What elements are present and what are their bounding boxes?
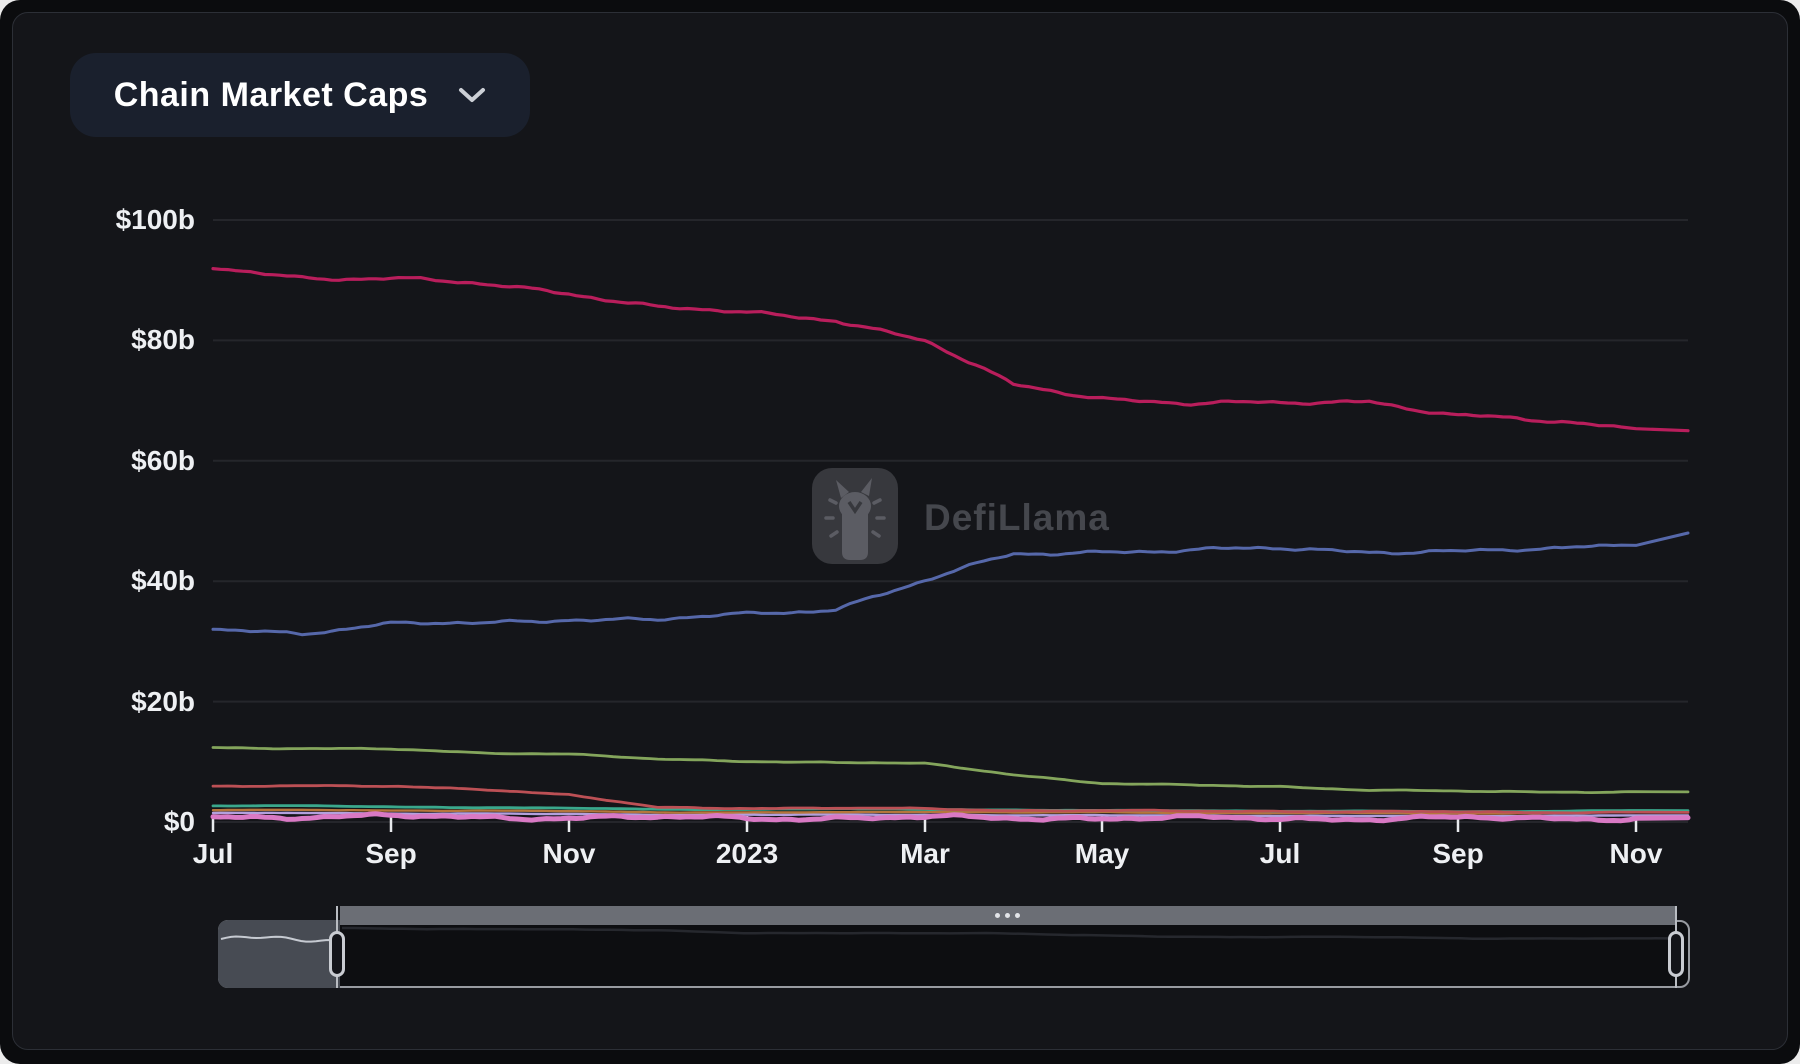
- x-axis-label: Jul: [1259, 838, 1301, 869]
- y-axis-label: $60b: [131, 444, 195, 476]
- x-axis-label: Nov: [542, 838, 596, 869]
- watermark-text: DefiLlama: [924, 497, 1110, 538]
- y-axis-label: $100b: [115, 204, 195, 235]
- chart-type-dropdown-label: Chain Market Caps: [113, 75, 429, 114]
- range-selector-unselected[interactable]: [218, 920, 340, 988]
- x-axis-label: Mar: [900, 838, 950, 869]
- y-axis-label: $20b: [131, 685, 195, 717]
- chevron-down-icon: [459, 88, 486, 102]
- range-left-handle[interactable]: [329, 931, 345, 977]
- chart-plot-area[interactable]: [213, 190, 1688, 822]
- chart-card: [12, 12, 1788, 1050]
- x-axis-label: May: [1074, 838, 1130, 869]
- ellipsis-grip-icon: [995, 913, 1020, 918]
- range-selector-drag-bar[interactable]: [340, 906, 1675, 925]
- range-right-handle[interactable]: [1668, 931, 1684, 977]
- y-axis-label: $0: [163, 806, 195, 837]
- y-axis-label: $80b: [131, 324, 195, 356]
- range-selector-track[interactable]: [218, 920, 1690, 988]
- x-axis-label: Jul: [192, 838, 234, 869]
- y-axis-label: $40b: [131, 565, 195, 597]
- x-axis-label: Sep: [1432, 838, 1484, 869]
- x-axis-label: Sep: [365, 838, 417, 869]
- chart-type-dropdown-button[interactable]: Chain Market Caps: [70, 53, 530, 137]
- x-axis-label: 2023: [715, 838, 779, 869]
- x-axis-label: Nov: [1609, 838, 1663, 869]
